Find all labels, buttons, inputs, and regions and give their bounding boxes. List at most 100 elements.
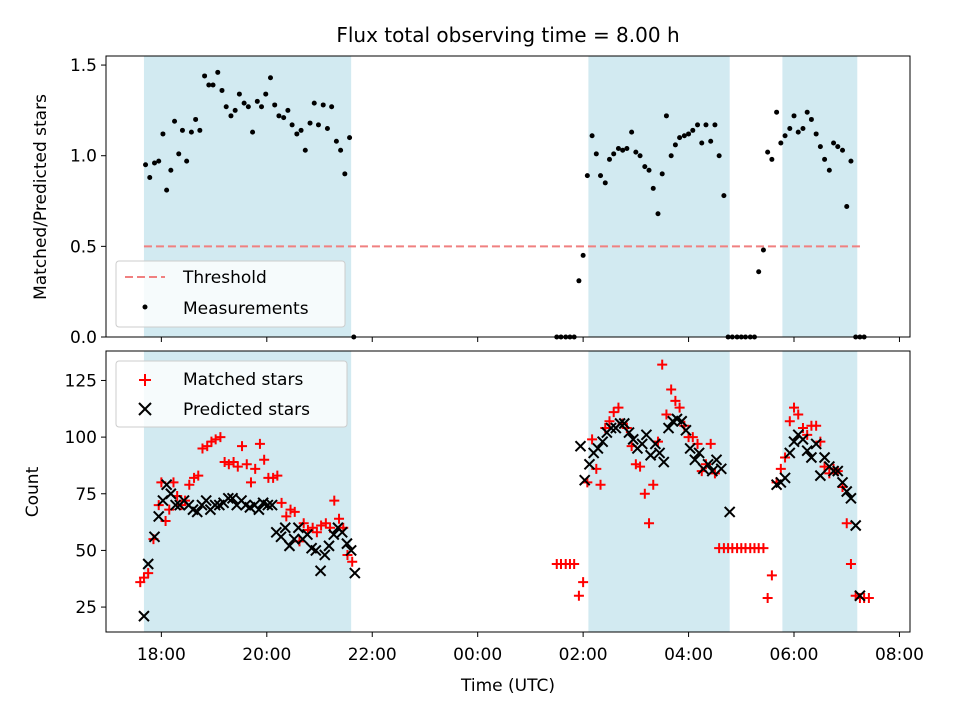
predicted-star-point [827, 465, 840, 477]
matched-star-point [639, 488, 650, 499]
count-y-axis-label: Count [23, 466, 43, 517]
matched-star-point [241, 459, 252, 470]
matched-star-point [281, 511, 292, 522]
predicted-star-point [854, 590, 866, 602]
count-x-tick-label: 00:00 [453, 645, 502, 665]
measurement-point [716, 153, 722, 159]
measurement-point [315, 122, 321, 128]
measurement-point [576, 278, 582, 284]
matched-star-point [613, 402, 624, 413]
measurement-point [164, 187, 170, 193]
measurement-point [782, 133, 788, 139]
measurement-point [655, 211, 661, 217]
measurement-point [822, 156, 828, 162]
predicted-star-point [292, 522, 305, 534]
measurement-point [320, 102, 326, 108]
predicted-star-point [266, 499, 278, 511]
measurement-point [219, 87, 225, 93]
measurement-point [584, 173, 590, 179]
predicted-star-point [841, 485, 853, 498]
measurement-point [347, 135, 353, 141]
measurement-point [800, 126, 806, 132]
measurement-point [831, 140, 837, 146]
measurement-point [193, 116, 199, 122]
legend-predicted-swatch [138, 402, 152, 416]
measurement-point [329, 104, 335, 110]
matched-star-point [143, 568, 154, 579]
predicted-star-point [814, 469, 827, 482]
predicted-star-point [680, 424, 692, 437]
predicted-star-point [579, 474, 591, 486]
predicted-star-point [676, 415, 688, 427]
predicted-star-point [653, 447, 666, 459]
predicted-star-point [319, 549, 331, 561]
measurement-point [179, 127, 185, 133]
predicted-star-point [684, 442, 696, 455]
measurement-point [589, 133, 595, 139]
predicted-star-point [226, 492, 239, 505]
measurement-point [650, 185, 656, 191]
measurement-point [633, 149, 639, 155]
measurement-point [813, 131, 819, 137]
measurement-point [835, 144, 841, 150]
measurement-point [712, 122, 718, 128]
count-y-tick-label: 50 [75, 541, 97, 561]
predicted-star-point [191, 506, 203, 518]
measurement-point [160, 131, 166, 137]
matched-star-point [334, 513, 345, 524]
count-x-tick-label: 08:00 [875, 645, 924, 665]
count-x-tick-label: 04:00 [664, 645, 713, 665]
count-panel: 25 50 75 100 125 18:00 20:00 22:00 00:00 02:00 04… [23, 350, 924, 696]
measurement-point [333, 138, 339, 144]
predicted-star-point [148, 531, 161, 543]
predicted-star-point [658, 456, 670, 468]
matched-star-point [674, 402, 685, 413]
measurement-point [184, 158, 190, 164]
matched-star-point [644, 518, 655, 529]
observing-window-band [782, 351, 858, 632]
measurement-point [223, 104, 229, 110]
predicted-star-point [323, 540, 335, 552]
measurement-point [765, 149, 771, 155]
predicted-star-point [283, 540, 296, 552]
predicted-star-point [614, 417, 626, 430]
measurement-point [681, 133, 687, 139]
measurement-point [642, 164, 648, 170]
matched-star-point [569, 559, 580, 570]
measurement-point [637, 153, 643, 159]
ratio-legend-box [115, 260, 346, 328]
predicted-star-point [805, 451, 818, 464]
chart-title: Flux total observing time = 8.00 h [336, 23, 679, 47]
predicted-star-point [623, 426, 635, 439]
predicted-star-point [138, 610, 150, 622]
predicted-star-point [153, 510, 165, 523]
matched-star-point [670, 395, 681, 406]
predicted-star-point [849, 519, 862, 532]
measurement-point [241, 100, 247, 106]
predicted-star-point [649, 438, 662, 450]
matched-star-point [595, 479, 606, 490]
predicted-star-point [310, 544, 322, 557]
measurement-point [324, 126, 330, 132]
matched-star-point [666, 384, 677, 395]
measurement-point [285, 107, 291, 113]
matched-star-point [775, 463, 786, 474]
ratio-panel: 0.0 0.5 1.0 1.5 Matched/Predicted stars Thr… [31, 55, 911, 348]
measurement-point [708, 138, 714, 144]
matched-star-point [573, 590, 584, 601]
predicted-star-point [715, 463, 727, 475]
measurement-point [795, 129, 801, 135]
predicted-star-point [836, 476, 849, 489]
matched-star-point [766, 570, 777, 581]
measurement-point [236, 91, 242, 97]
predicted-star-point [583, 458, 596, 471]
matched-star-point [648, 479, 659, 490]
measurement-point [302, 147, 308, 153]
matched-star-point [223, 459, 234, 470]
matched-star-point [232, 461, 243, 472]
matched-star-point [587, 434, 598, 445]
measurement-point [294, 131, 300, 137]
measurement-point [672, 142, 678, 148]
measurement-point [659, 171, 665, 177]
